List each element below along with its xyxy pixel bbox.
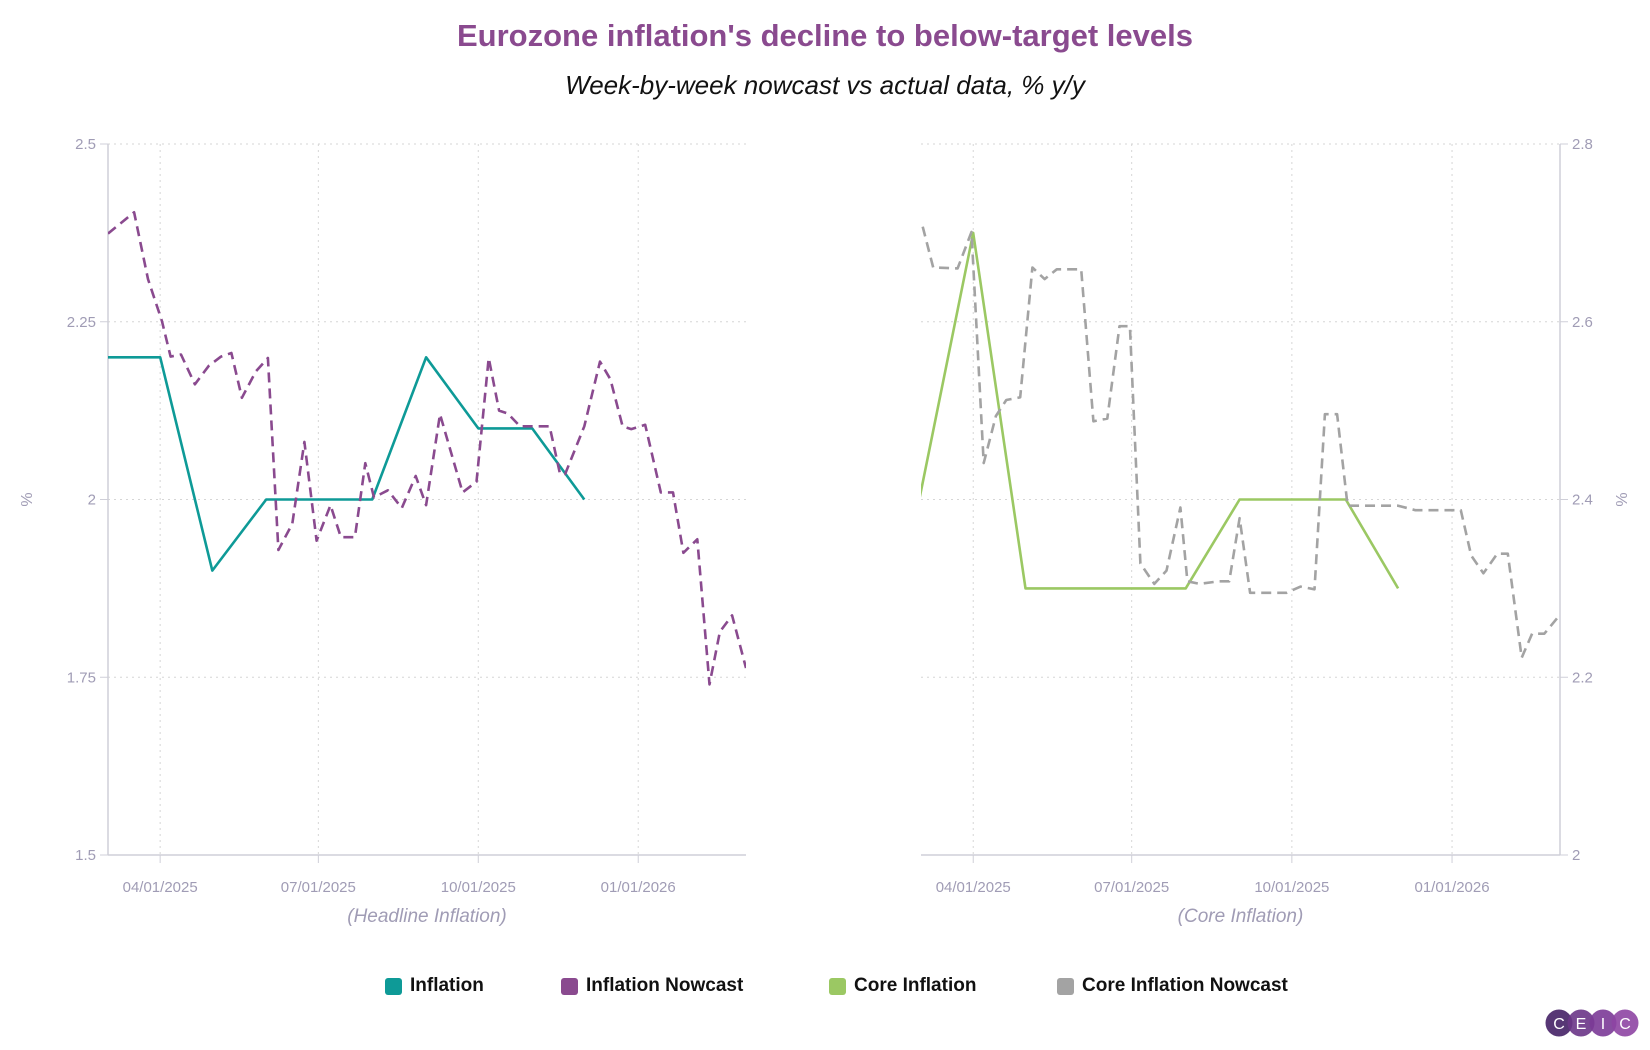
series-line [921,226,1560,660]
y-tick-label: 2 [1572,847,1580,864]
y-tick-label: 2.6 [1572,314,1593,331]
series-core-inflation-nowcast [921,226,1560,660]
legend-item-inflation[interactable]: Inflation [385,975,484,997]
legend-swatch [385,977,402,995]
series-inflation-nowcast [108,211,746,686]
legend-swatch [561,977,578,995]
series-line [108,355,586,572]
x-axis-title: (Headline Inflation) [347,906,506,927]
y-tick-label: 2.2 [1572,669,1593,686]
legend: Inflation Inflation Nowcast Core Inflati… [0,975,1650,1001]
legend-item-core-inflation[interactable]: Core Inflation [829,975,976,997]
legend-label: Core Inflation [854,975,977,996]
legend-item-core-inflation-nowcast[interactable]: Core Inflation Nowcast [1057,975,1288,997]
x-tick-label: 07/01/2025 [281,879,356,896]
x-tick-label: 04/01/2025 [123,879,198,896]
svg-text:C: C [1619,1016,1631,1033]
x-tick-label: 04/01/2025 [936,879,1011,896]
legend-label: Inflation Nowcast [586,975,744,996]
x-tick-label: 10/01/2025 [1254,879,1329,896]
legend-swatch [1057,977,1074,995]
chart-panel-1: 1.5 1.75 2 2.25 2.5 04/01/2025 07/01/2025 10/01… [19,136,746,927]
y-tick-label: 1.75 [67,669,96,686]
x-axis-title: (Core Inflation) [1178,906,1304,927]
series-inflation [108,355,586,572]
legend-label: Inflation [410,975,484,996]
chart-panel-2: 2 2.2 2.4 2.6 2.8 04/01/2025 07/01/2025 10/01/2… [921,136,1631,927]
y-axis-title: % [1614,492,1631,506]
svg-text:I: I [1601,1016,1605,1033]
y-tick-label: 2 [88,492,96,509]
svg-text:E: E [1576,1016,1587,1033]
x-tick-label: 01/01/2026 [1415,879,1490,896]
y-axis-title: % [19,492,36,506]
x-tick-label: 10/01/2025 [441,879,516,896]
series-core-inflation [921,231,1400,590]
chart-title: Eurozone inflation's decline to below-ta… [457,18,1193,53]
y-tick-label: 1.5 [75,847,96,864]
series-line [108,211,746,686]
chart-subtitle: Week-by-week nowcast vs actual data, % y… [565,70,1085,100]
x-tick-label: 07/01/2025 [1094,879,1169,896]
legend-swatch [829,977,846,995]
legend-item-inflation-nowcast[interactable]: Inflation Nowcast [561,975,743,997]
y-tick-label: 2.4 [1572,492,1593,509]
series-line [921,231,1400,590]
legend-label: Core Inflation Nowcast [1082,975,1288,996]
y-tick-label: 2.8 [1572,136,1593,153]
y-tick-label: 2.25 [67,314,96,331]
x-tick-label: 01/01/2026 [601,879,676,896]
svg-text:C: C [1553,1016,1565,1033]
y-tick-label: 2.5 [75,136,96,153]
